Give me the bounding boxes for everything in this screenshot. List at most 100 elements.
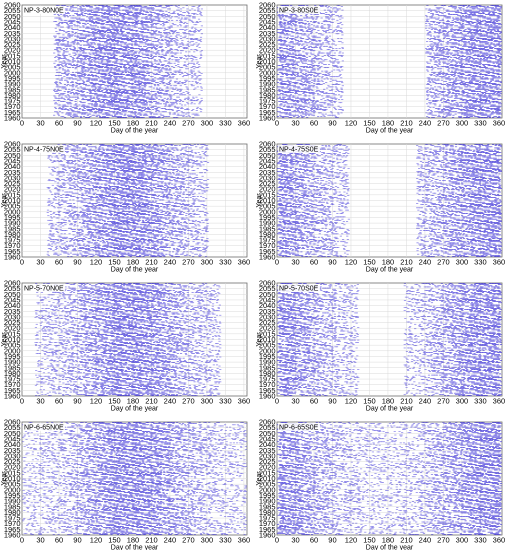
data-point [55,31,57,32]
data-point [196,46,198,47]
data-point [277,116,279,117]
data-point [298,111,300,112]
data-point [174,13,176,14]
data-point [57,50,59,51]
data-point [157,50,159,51]
data-point [196,14,198,15]
data-point [70,22,72,23]
data-point [183,15,185,16]
data-point [119,113,121,114]
data-point [75,114,77,115]
data-point [169,70,171,71]
data-point [122,59,124,60]
data-point [110,49,112,50]
data-point [106,113,108,114]
data-point [199,102,201,103]
data-point [148,73,150,74]
data-point [72,32,74,33]
data-point [473,97,475,98]
data-point [94,72,96,73]
data-point [86,55,88,56]
data-point [127,71,129,72]
data-point [59,41,61,42]
data-point [83,95,85,96]
data-point [130,102,132,103]
data-point [426,116,428,117]
data-point [109,53,111,54]
data-point [75,101,77,102]
data-point [338,106,340,107]
data-point [91,107,93,108]
data-point [166,76,168,77]
data-point [64,72,66,73]
data-point [426,104,428,105]
data-point [119,14,121,15]
data-point [75,39,77,40]
data-point [134,43,136,44]
data-point [128,97,130,98]
data-point [70,114,72,115]
data-point [112,82,114,83]
data-point [114,15,116,16]
data-point [104,116,106,117]
data-point [489,102,491,103]
data-point [67,41,69,42]
data-point [143,71,145,72]
data-point [134,87,136,88]
x-tick-label: 150 [108,119,121,128]
data-point [192,76,194,77]
data-point [189,116,191,117]
data-point [110,76,112,77]
data-point [441,113,443,114]
data-point [56,84,58,85]
data-point [155,66,157,67]
data-point [150,62,152,63]
data-point [123,19,125,20]
data-point [145,49,147,50]
data-point [189,10,191,11]
data-point [141,111,143,112]
data-point [104,54,106,55]
data-point [111,85,113,86]
data-point [102,8,104,9]
data-point [84,73,86,74]
data-point [122,102,124,103]
data-point [450,109,452,110]
data-point [122,15,124,16]
data-point [120,23,122,24]
data-point [191,84,193,85]
data-point [101,12,103,13]
data-point [94,70,96,71]
data-point [94,91,96,92]
data-point [111,64,113,65]
data-point [165,36,167,37]
data-point [91,18,93,19]
data-point [179,99,181,100]
data-point [67,6,69,7]
data-point [141,23,143,24]
data-point [97,29,99,30]
y-tick-label: 2060 [4,1,21,10]
data-point [87,44,89,45]
data-point [146,26,148,27]
data-point [471,116,473,117]
data-point [184,12,186,13]
data-point [153,99,155,100]
data-point [161,89,163,90]
data-point [124,13,126,14]
data-point [171,5,173,6]
data-point [137,37,139,38]
data-point [57,89,59,90]
data-point [182,116,184,117]
data-point [145,100,147,101]
data-point [139,64,141,65]
data-point [66,85,68,86]
data-point [328,96,330,97]
data-point [64,65,66,66]
data-point [104,32,106,33]
data-point [301,111,303,112]
data-point [105,38,107,39]
data-point [490,109,492,110]
data-point [57,79,59,80]
data-point [176,20,178,21]
